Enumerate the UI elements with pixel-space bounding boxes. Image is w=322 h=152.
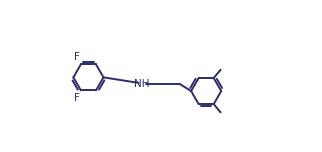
Text: F: F [74,93,80,103]
Text: NH: NH [134,79,150,89]
Text: F: F [74,52,80,62]
